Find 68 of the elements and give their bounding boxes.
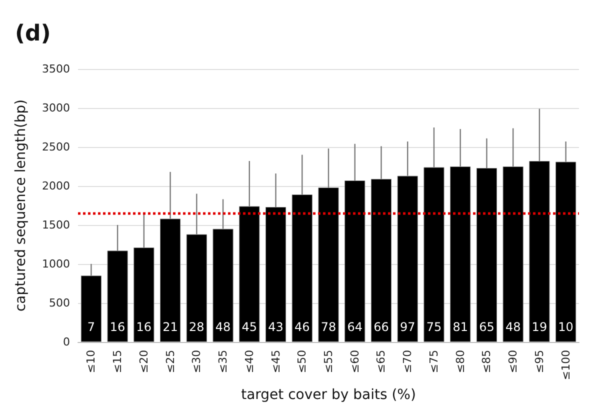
annotation: 28 <box>189 320 204 334</box>
y-tick-label: 1000 <box>42 257 70 270</box>
x-tick-label: ≤65 <box>374 350 388 374</box>
x-tick-label: ≤15 <box>111 350 124 374</box>
annotation: 97 <box>400 320 416 334</box>
x-tick-label: ≤10 <box>84 350 98 374</box>
x-axis-title: target cover by baits (%) <box>241 387 416 403</box>
x-tick-label: ≤85 <box>480 350 494 374</box>
x-tick-label: ≤30 <box>190 350 204 374</box>
x-tick-label: ≤80 <box>454 350 467 374</box>
bar <box>424 167 444 342</box>
bar <box>476 168 497 342</box>
annotation: 16 <box>136 320 152 334</box>
annotation: 78 <box>320 320 336 334</box>
bar <box>212 228 234 342</box>
annotation: 19 <box>532 320 548 334</box>
annotation: 81 <box>452 320 468 334</box>
x-tick-label: ≤20 <box>137 350 150 374</box>
bar <box>502 166 524 342</box>
bar <box>107 250 128 342</box>
bar <box>265 207 286 342</box>
y-tick-label: 1500 <box>42 218 70 232</box>
y-tick-label: 2000 <box>42 179 70 192</box>
bar <box>450 166 471 342</box>
bar <box>397 176 418 342</box>
bar <box>318 188 339 342</box>
annotation: 7 <box>87 320 96 334</box>
annotation: 64 <box>347 320 363 334</box>
annotation: 21 <box>162 320 178 334</box>
x-tick-label: ≤35 <box>216 350 230 374</box>
annotation: 65 <box>479 320 494 334</box>
y-axis-title: captured sequence length(bp) <box>13 99 29 312</box>
y-tick-label: 2500 <box>42 140 70 154</box>
x-tick-label: ≤55 <box>322 350 335 374</box>
annotation: 45 <box>242 320 258 334</box>
x-tick-label: ≤25 <box>164 350 177 374</box>
annotation: 48 <box>215 320 231 334</box>
x-tick-label: ≤45 <box>269 350 282 374</box>
y-tick-label: 0 <box>63 335 70 348</box>
chart-title: (d) <box>15 22 51 46</box>
annotation: 43 <box>268 320 284 334</box>
annotation: 75 <box>426 320 442 334</box>
bar <box>529 161 550 342</box>
y-tick-label: 500 <box>49 296 70 310</box>
annotation: 66 <box>374 320 389 334</box>
bar <box>370 178 392 342</box>
x-tick-label: ≤70 <box>401 350 414 374</box>
x-tick-label: ≤50 <box>296 350 309 374</box>
bar <box>239 206 260 342</box>
x-tick-label: ≤60 <box>348 350 362 374</box>
bar <box>292 194 312 342</box>
bar <box>556 162 576 342</box>
y-tick-label: 3000 <box>42 101 70 114</box>
annotation: 48 <box>505 320 521 334</box>
bar <box>80 276 102 342</box>
bar <box>160 218 181 342</box>
annotation: 10 <box>558 320 574 334</box>
x-tick-label: ≤40 <box>242 350 256 374</box>
annotation: 46 <box>294 320 310 334</box>
bar <box>344 180 366 342</box>
bar <box>134 248 154 342</box>
y-tick-label: 3500 <box>42 62 70 76</box>
x-tick-label: ≤75 <box>427 350 440 374</box>
x-tick-label: ≤95 <box>532 350 546 374</box>
x-tick-label: ≤90 <box>506 350 520 374</box>
bar <box>186 234 207 342</box>
annotation: 16 <box>110 320 126 334</box>
x-tick-label: ≤100 <box>559 350 572 380</box>
